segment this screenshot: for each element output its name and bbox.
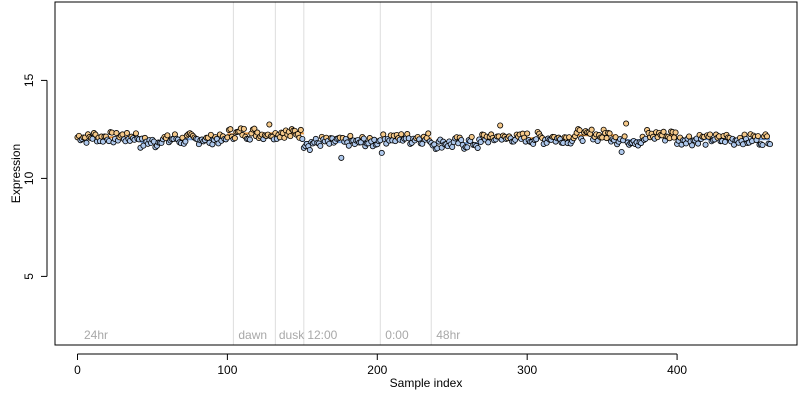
data-point: [764, 133, 771, 140]
data-point: [398, 131, 405, 138]
data-point: [338, 154, 345, 161]
data-point: [317, 142, 324, 149]
data-point: [618, 148, 625, 155]
data-points: [74, 120, 774, 161]
data-point: [306, 146, 313, 153]
data-point: [474, 144, 481, 151]
data-point: [672, 129, 679, 136]
data-point: [83, 139, 90, 146]
data-point: [524, 130, 531, 137]
data-point: [686, 133, 693, 140]
annotation-label: 48hr: [436, 328, 460, 342]
data-point: [378, 149, 385, 156]
data-point: [360, 135, 367, 142]
data-point: [123, 130, 130, 137]
annotation-label: 0:00: [385, 328, 409, 342]
data-point: [468, 133, 475, 140]
y-axis-title: Expression: [9, 144, 23, 203]
data-point: [623, 120, 630, 127]
data-point: [702, 141, 709, 148]
annotation-label: 12:00: [307, 328, 337, 342]
data-point: [755, 133, 762, 140]
y-axis: 5 10 15: [22, 73, 48, 280]
data-point: [449, 143, 456, 150]
data-point: [588, 126, 595, 133]
data-point: [695, 140, 702, 147]
data-point: [533, 136, 540, 143]
data-point: [227, 126, 234, 133]
data-point: [182, 138, 189, 145]
data-point: [759, 142, 766, 149]
y-tick-label: 15: [22, 73, 36, 87]
data-point: [477, 139, 484, 146]
data-point: [603, 135, 610, 142]
x-tick-label: 100: [217, 363, 237, 377]
data-point: [458, 137, 465, 144]
data-point: [419, 140, 426, 147]
data-point: [251, 125, 258, 132]
data-point: [464, 144, 471, 151]
y-tick-label: 5: [22, 273, 36, 280]
data-point: [132, 130, 139, 137]
plot-frame: [54, 1, 798, 346]
data-point: [287, 133, 294, 140]
x-axis-title: Sample index: [390, 376, 463, 390]
data-point: [113, 130, 120, 137]
data-point: [347, 132, 354, 139]
annotation-label: 24hr: [84, 328, 108, 342]
data-point: [266, 121, 273, 128]
data-point: [345, 142, 352, 149]
x-axis: 0 100 200 300 400: [74, 353, 687, 377]
x-tick-label: 400: [667, 363, 687, 377]
data-point: [671, 134, 678, 141]
condition-separators: [232, 2, 432, 345]
x-tick-label: 0: [74, 363, 81, 377]
x-tick-label: 300: [517, 363, 537, 377]
data-point: [579, 137, 586, 144]
data-point: [425, 130, 432, 137]
data-point: [660, 128, 667, 135]
condition-annotations: 24hr dawn dusk 12:00 0:00 48hr: [84, 328, 460, 342]
data-point: [299, 135, 306, 142]
data-point: [231, 135, 238, 142]
data-point: [240, 125, 247, 132]
data-point: [497, 122, 504, 129]
data-point: [164, 132, 171, 139]
data-point: [767, 141, 774, 148]
data-point: [689, 142, 696, 149]
data-point: [485, 139, 492, 146]
data-point: [606, 130, 613, 137]
y-tick-label: 10: [22, 171, 36, 185]
data-point: [707, 131, 714, 138]
data-point: [246, 136, 253, 143]
annotation-label: dawn: [238, 328, 267, 342]
data-point: [297, 126, 304, 133]
data-point: [722, 138, 729, 145]
data-point: [576, 127, 583, 134]
data-point: [89, 135, 96, 142]
annotation-label: dusk: [279, 328, 305, 342]
data-point: [621, 133, 628, 140]
x-tick-label: 200: [367, 363, 387, 377]
